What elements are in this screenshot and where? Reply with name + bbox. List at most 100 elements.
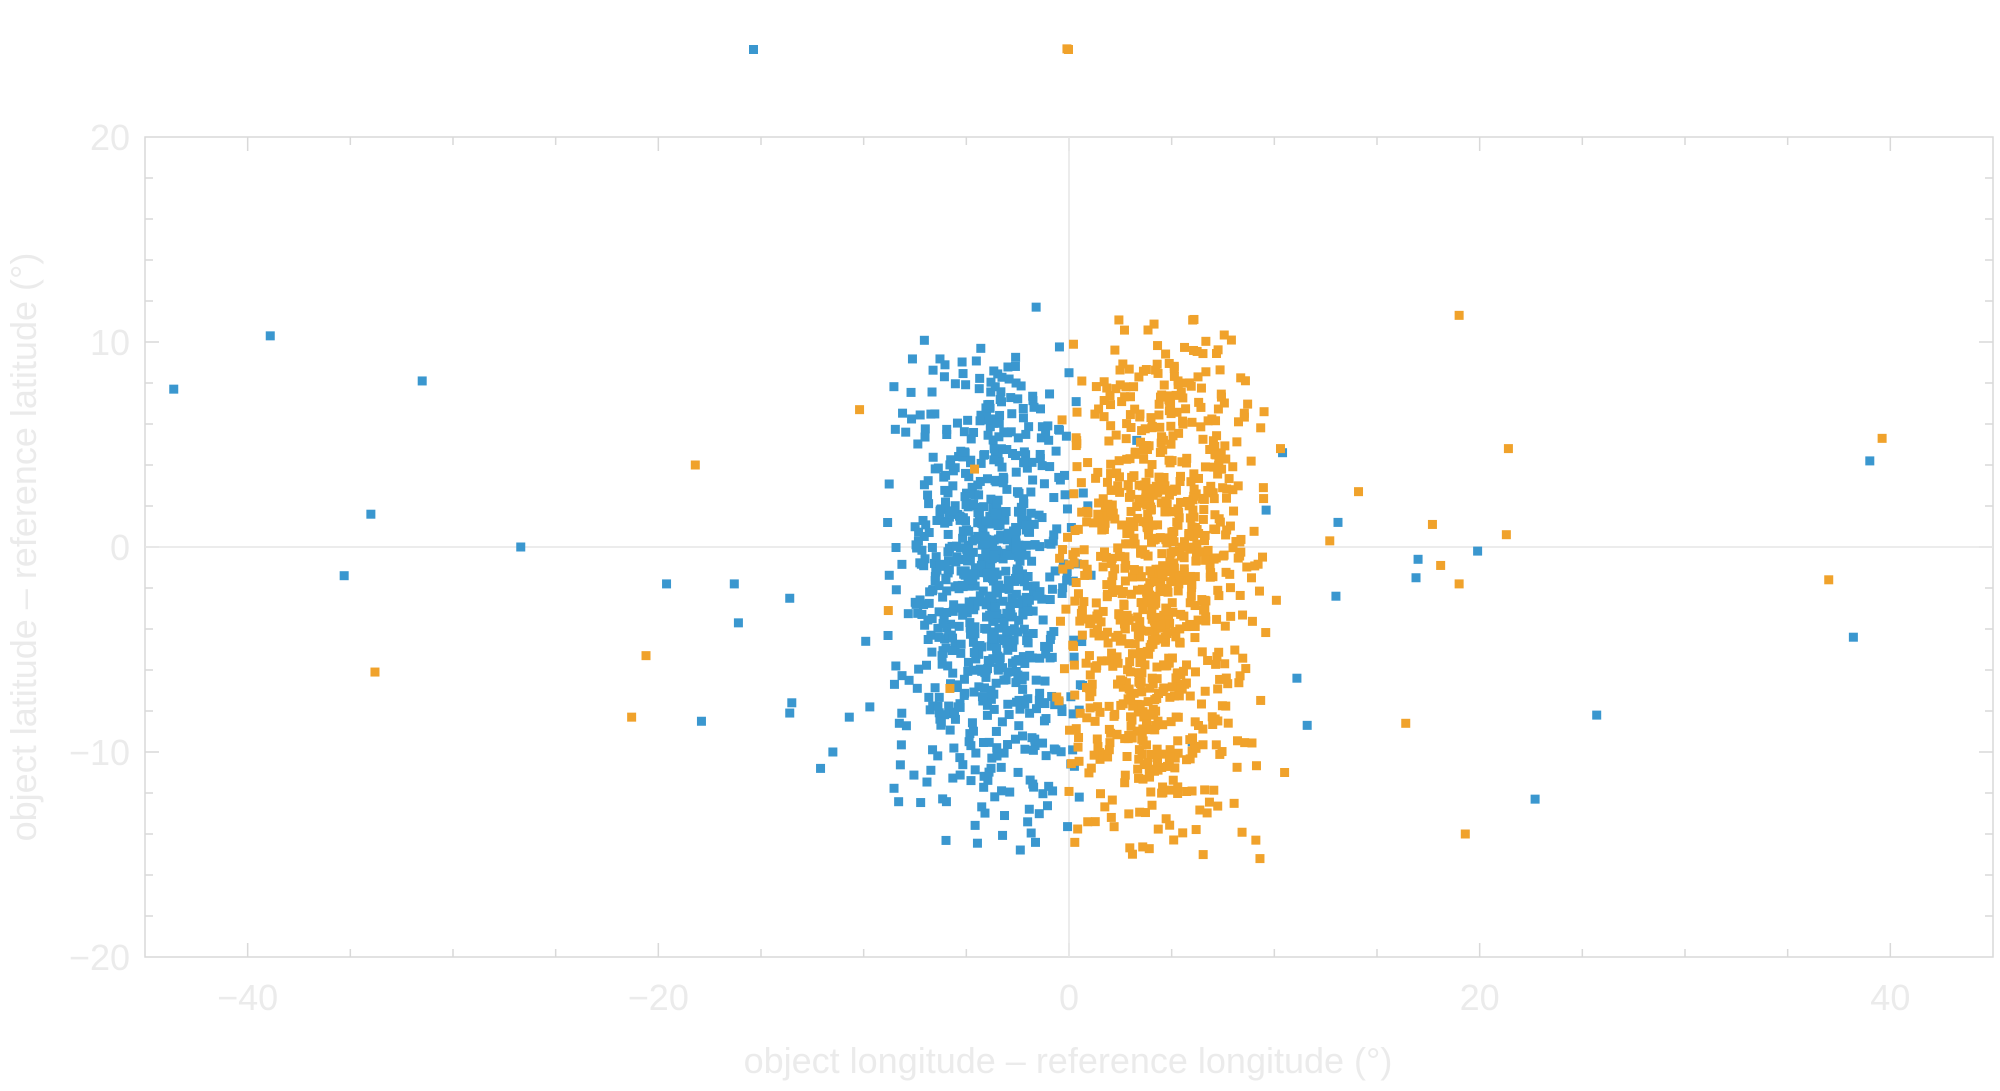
data-point [941, 573, 951, 583]
data-point [1145, 484, 1155, 494]
data-point [1194, 397, 1204, 407]
data-point [1106, 558, 1116, 568]
data-point [1865, 456, 1875, 466]
data-point [1062, 504, 1072, 514]
data-point [1144, 583, 1154, 593]
data-point [1191, 555, 1201, 565]
data-point [958, 533, 968, 543]
data-point [963, 574, 973, 584]
data-point [1220, 621, 1230, 631]
data-point [1201, 555, 1211, 565]
data-point [1101, 552, 1111, 562]
data-point [957, 357, 967, 367]
data-point [992, 743, 1002, 753]
data-point [927, 647, 937, 657]
data-point [1018, 413, 1028, 423]
data-point [1044, 539, 1054, 549]
data-point [990, 792, 1000, 802]
data-point [1089, 518, 1099, 528]
data-point [1147, 606, 1157, 616]
data-point [968, 726, 978, 736]
data-point [1182, 660, 1192, 670]
data-point [1302, 720, 1312, 730]
data-point [1179, 537, 1189, 547]
data-point [979, 540, 989, 550]
data-point [1156, 438, 1166, 448]
data-point [1138, 774, 1148, 784]
data-point [1182, 453, 1192, 463]
data-point [943, 661, 953, 671]
data-point [1091, 473, 1101, 483]
data-point [1125, 392, 1135, 402]
data-point [1292, 673, 1302, 683]
data-point [1115, 551, 1125, 561]
data-point [1031, 675, 1041, 685]
data-point [1146, 725, 1156, 735]
data-point [1099, 377, 1109, 387]
data-point [923, 476, 933, 486]
data-point [1165, 820, 1175, 830]
data-point [1170, 763, 1180, 773]
data-point [929, 558, 939, 568]
data-point [966, 455, 976, 465]
data-point [1129, 688, 1139, 698]
data-point [1079, 559, 1089, 569]
data-point [1049, 744, 1059, 754]
data-point [1187, 417, 1197, 427]
data-point [1089, 750, 1099, 760]
data-point [1035, 449, 1045, 459]
data-point [994, 432, 1004, 442]
data-point [1152, 488, 1162, 498]
data-point [1121, 382, 1131, 392]
data-point [1055, 475, 1065, 485]
data-point [1014, 552, 1024, 562]
data-point [1079, 545, 1089, 555]
data-point [1082, 564, 1092, 574]
data-point [1063, 822, 1073, 832]
data-point [1015, 845, 1025, 855]
data-point [1085, 692, 1095, 702]
data-point [891, 543, 901, 553]
data-point [1246, 573, 1256, 583]
data-point [924, 499, 934, 509]
data-point [1125, 695, 1135, 705]
data-point [975, 591, 985, 601]
data-point [935, 506, 945, 516]
data-point [934, 692, 944, 702]
data-point [979, 683, 989, 693]
data-point [955, 699, 965, 709]
data-point [1028, 606, 1038, 616]
data-point [1254, 586, 1264, 596]
data-point [1181, 458, 1191, 468]
data-point [1070, 837, 1080, 847]
data-point [1205, 444, 1215, 454]
data-point [1167, 598, 1177, 608]
data-point [1021, 429, 1031, 439]
data-point [1166, 785, 1176, 795]
data-point [1058, 564, 1068, 574]
data-point [997, 462, 1007, 472]
data-point [1031, 704, 1041, 714]
data-point [1083, 570, 1093, 580]
data-point [1003, 528, 1013, 538]
data-point [998, 478, 1008, 488]
data-point [1137, 749, 1147, 759]
data-point [928, 452, 938, 462]
data-point [1184, 530, 1194, 540]
data-point [1090, 716, 1100, 726]
data-point [997, 786, 1007, 796]
data-point [1073, 589, 1083, 599]
data-point [994, 623, 1004, 633]
data-point [1182, 755, 1192, 765]
data-point [1124, 615, 1134, 625]
x-tick-label: −20 [628, 977, 689, 1018]
data-point [1044, 781, 1054, 791]
data-point [1232, 762, 1242, 772]
data-point [997, 548, 1007, 558]
data-point [1151, 481, 1161, 491]
data-point [1004, 710, 1014, 720]
data-point [1003, 645, 1013, 655]
data-point [1125, 410, 1135, 420]
data-point [989, 418, 999, 428]
data-point [1098, 606, 1108, 616]
